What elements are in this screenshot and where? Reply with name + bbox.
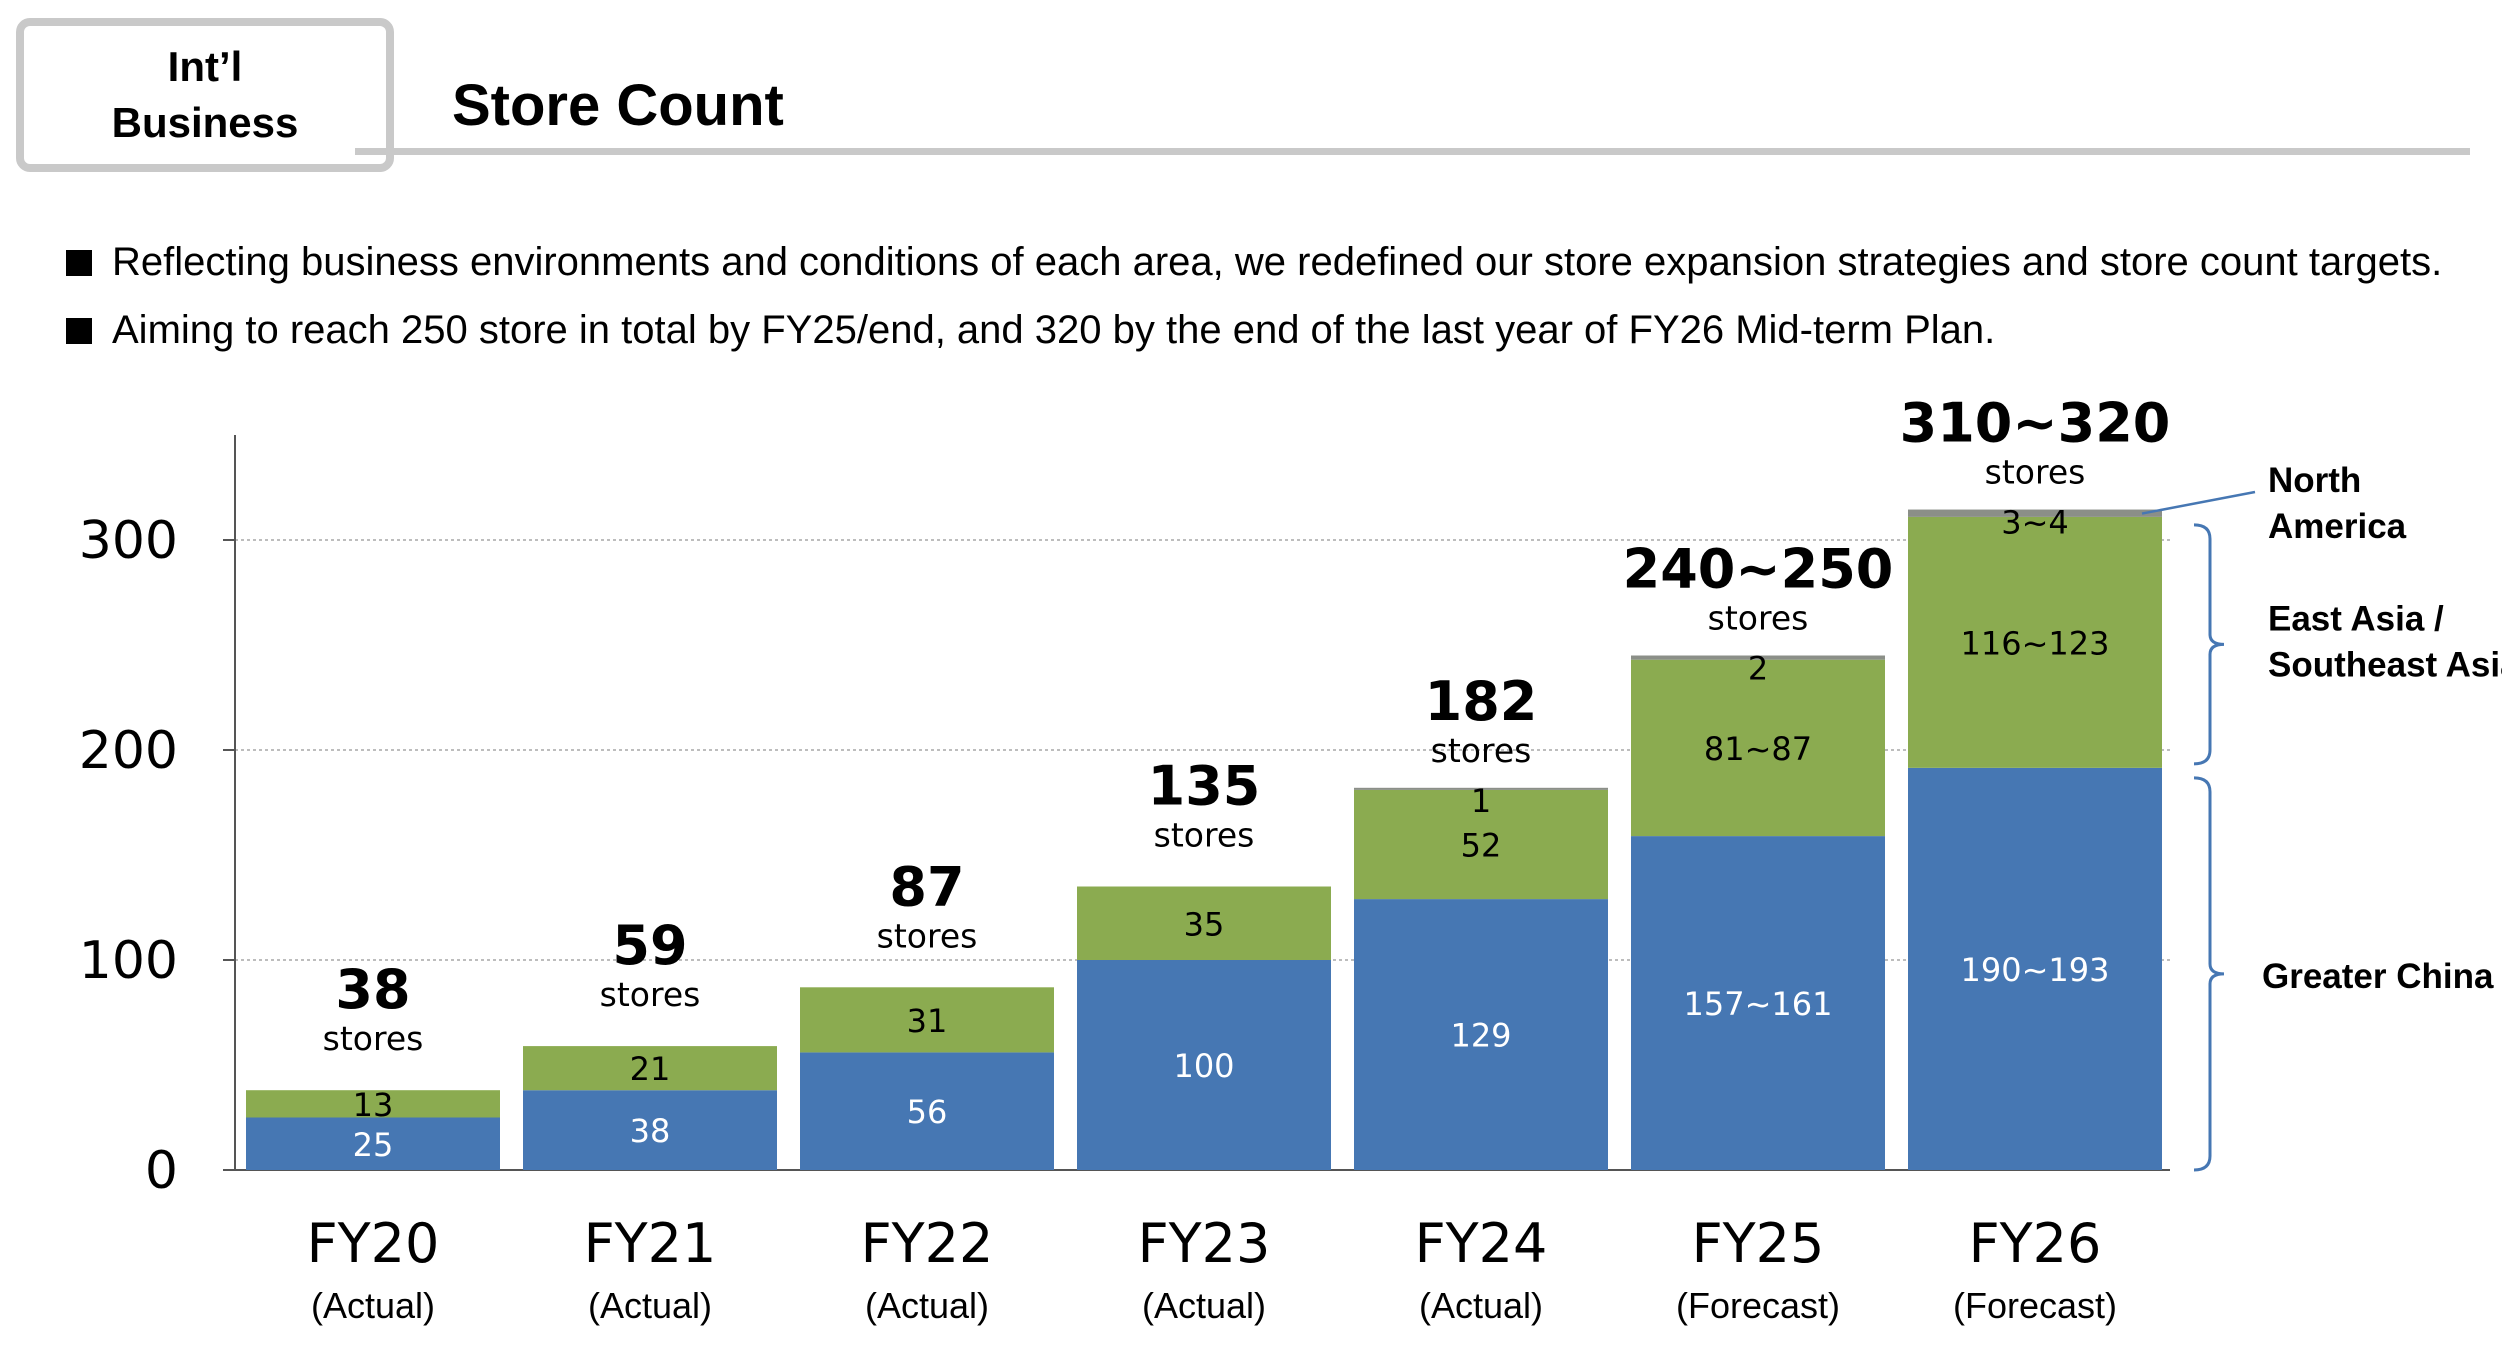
bullet-item: Reflecting business environments and con… (62, 228, 2482, 296)
bar-segment-north-america (1631, 655, 1885, 660)
total-label: 59 (612, 914, 687, 977)
bar-segment-label: 190~193 (1961, 951, 2110, 989)
bar-segment-greater-china (1631, 836, 1885, 1170)
y-tick-label: 200 (79, 721, 178, 781)
total-label: 135 (1148, 755, 1261, 818)
bar-segment-label: 35 (1184, 905, 1225, 943)
bar-segment-label: 116~123 (1961, 624, 2110, 662)
legend-east-asia-line2: Southeast Asia (2268, 645, 2502, 684)
bar-segment-label: 3~4 (2001, 504, 2069, 542)
total-unit-label: stores (1985, 453, 2086, 492)
bar-segment-east-asia (1354, 789, 1608, 900)
bar-segment-greater-china (1354, 899, 1608, 1170)
total-unit-label: stores (1154, 816, 1255, 855)
bar-segment-label: 81~87 (1704, 730, 1812, 768)
header-divider (355, 148, 2470, 155)
x-category-sublabel: (Actual) (1142, 1285, 1266, 1326)
section-tag-line2: Business (111, 99, 299, 146)
section-tag-label: Int’l Business (112, 39, 299, 151)
bar-segment-label: 13 (353, 1086, 394, 1124)
legend-greater-china: Greater China (2262, 957, 2494, 996)
legend-north-america-line1: North (2268, 461, 2361, 500)
x-category-sublabel: (Forecast) (1676, 1285, 1840, 1326)
total-unit-label: stores (877, 916, 978, 955)
bullet-square-icon (66, 318, 92, 344)
bar-segment-label: 1 (1471, 782, 1491, 820)
bracket-greater-china (2193, 776, 2225, 1172)
total-unit-label: stores (323, 1019, 424, 1058)
bar-segment-label: 2 (1748, 650, 1768, 688)
bar-segment-north-america (1354, 787, 1608, 790)
x-category-sublabel: (Actual) (865, 1285, 989, 1326)
legend-east-asia-line1: East Asia / (2268, 599, 2444, 638)
x-category-label: FY25 (1692, 1212, 1825, 1275)
bar-segment-label: 157~161 (1684, 985, 1833, 1023)
legend-north-america-line2: America (2268, 507, 2407, 546)
bar-segment-label: 52 (1461, 827, 1502, 865)
x-category-label: FY26 (1969, 1212, 2102, 1275)
bar-segment-greater-china (1908, 767, 2162, 1170)
bar-segment-greater-china (246, 1117, 500, 1170)
total-label: 310~320 (1900, 392, 2171, 455)
bar-segment-label: 25 (353, 1126, 394, 1164)
bar-segment-greater-china (523, 1090, 777, 1170)
bullet-list: Reflecting business environments and con… (62, 228, 2482, 364)
bar-segment-east-asia (1908, 516, 2162, 768)
total-label: 38 (335, 958, 410, 1021)
bullet-square-icon (66, 250, 92, 276)
x-category-label: FY24 (1415, 1212, 1548, 1275)
bar-segment-label: 31 (907, 1002, 948, 1040)
y-tick-label: 0 (145, 1141, 178, 1201)
total-label: 87 (889, 855, 964, 918)
x-category-sublabel: (Forecast) (1953, 1285, 2117, 1326)
x-category-sublabel: (Actual) (1419, 1285, 1543, 1326)
y-tick-label: 300 (79, 511, 178, 571)
bar-segment-east-asia (1631, 659, 1885, 837)
bar-segment-label: 21 (630, 1050, 671, 1088)
total-unit-label: stores (600, 975, 701, 1014)
bar-segment-label: 56 (907, 1093, 948, 1131)
bar-segment-label: 129 (1450, 1017, 1511, 1055)
bar-segment-label: 100 (1173, 1047, 1234, 1085)
bullet-item: Aiming to reach 250 store in total by FY… (62, 296, 2482, 364)
bracket-east-asia (2193, 523, 2225, 766)
bar-segment-north-america (1908, 509, 2162, 517)
x-category-sublabel: (Actual) (311, 1285, 435, 1326)
bullet-text: Reflecting business environments and con… (112, 240, 2443, 284)
x-category-label: FY22 (861, 1212, 994, 1275)
bar-segment-east-asia (246, 1090, 500, 1118)
bar-segment-east-asia (523, 1046, 777, 1091)
x-category-sublabel: (Actual) (588, 1285, 712, 1326)
bar-segment-east-asia (800, 987, 1054, 1053)
page-title: Store Count (452, 73, 784, 138)
section-tag: Int’l Business (16, 18, 394, 172)
bar-segment-label: 38 (630, 1112, 671, 1150)
bar-segment-greater-china (800, 1052, 1054, 1170)
y-tick-label: 100 (79, 931, 178, 991)
bar-segment-east-asia (1077, 886, 1331, 960)
bar-segment-greater-china (1077, 960, 1331, 1170)
x-category-label: FY23 (1138, 1212, 1271, 1275)
total-label: 240~250 (1623, 538, 1894, 601)
total-unit-label: stores (1431, 731, 1532, 770)
total-unit-label: stores (1708, 599, 1809, 638)
x-category-label: FY21 (584, 1212, 717, 1275)
bullet-text: Aiming to reach 250 store in total by FY… (112, 308, 1996, 352)
x-category-label: FY20 (307, 1212, 440, 1275)
leader-north-america (2141, 490, 2256, 515)
section-tag-line1: Int’l (167, 43, 243, 90)
total-label: 182 (1425, 670, 1538, 733)
